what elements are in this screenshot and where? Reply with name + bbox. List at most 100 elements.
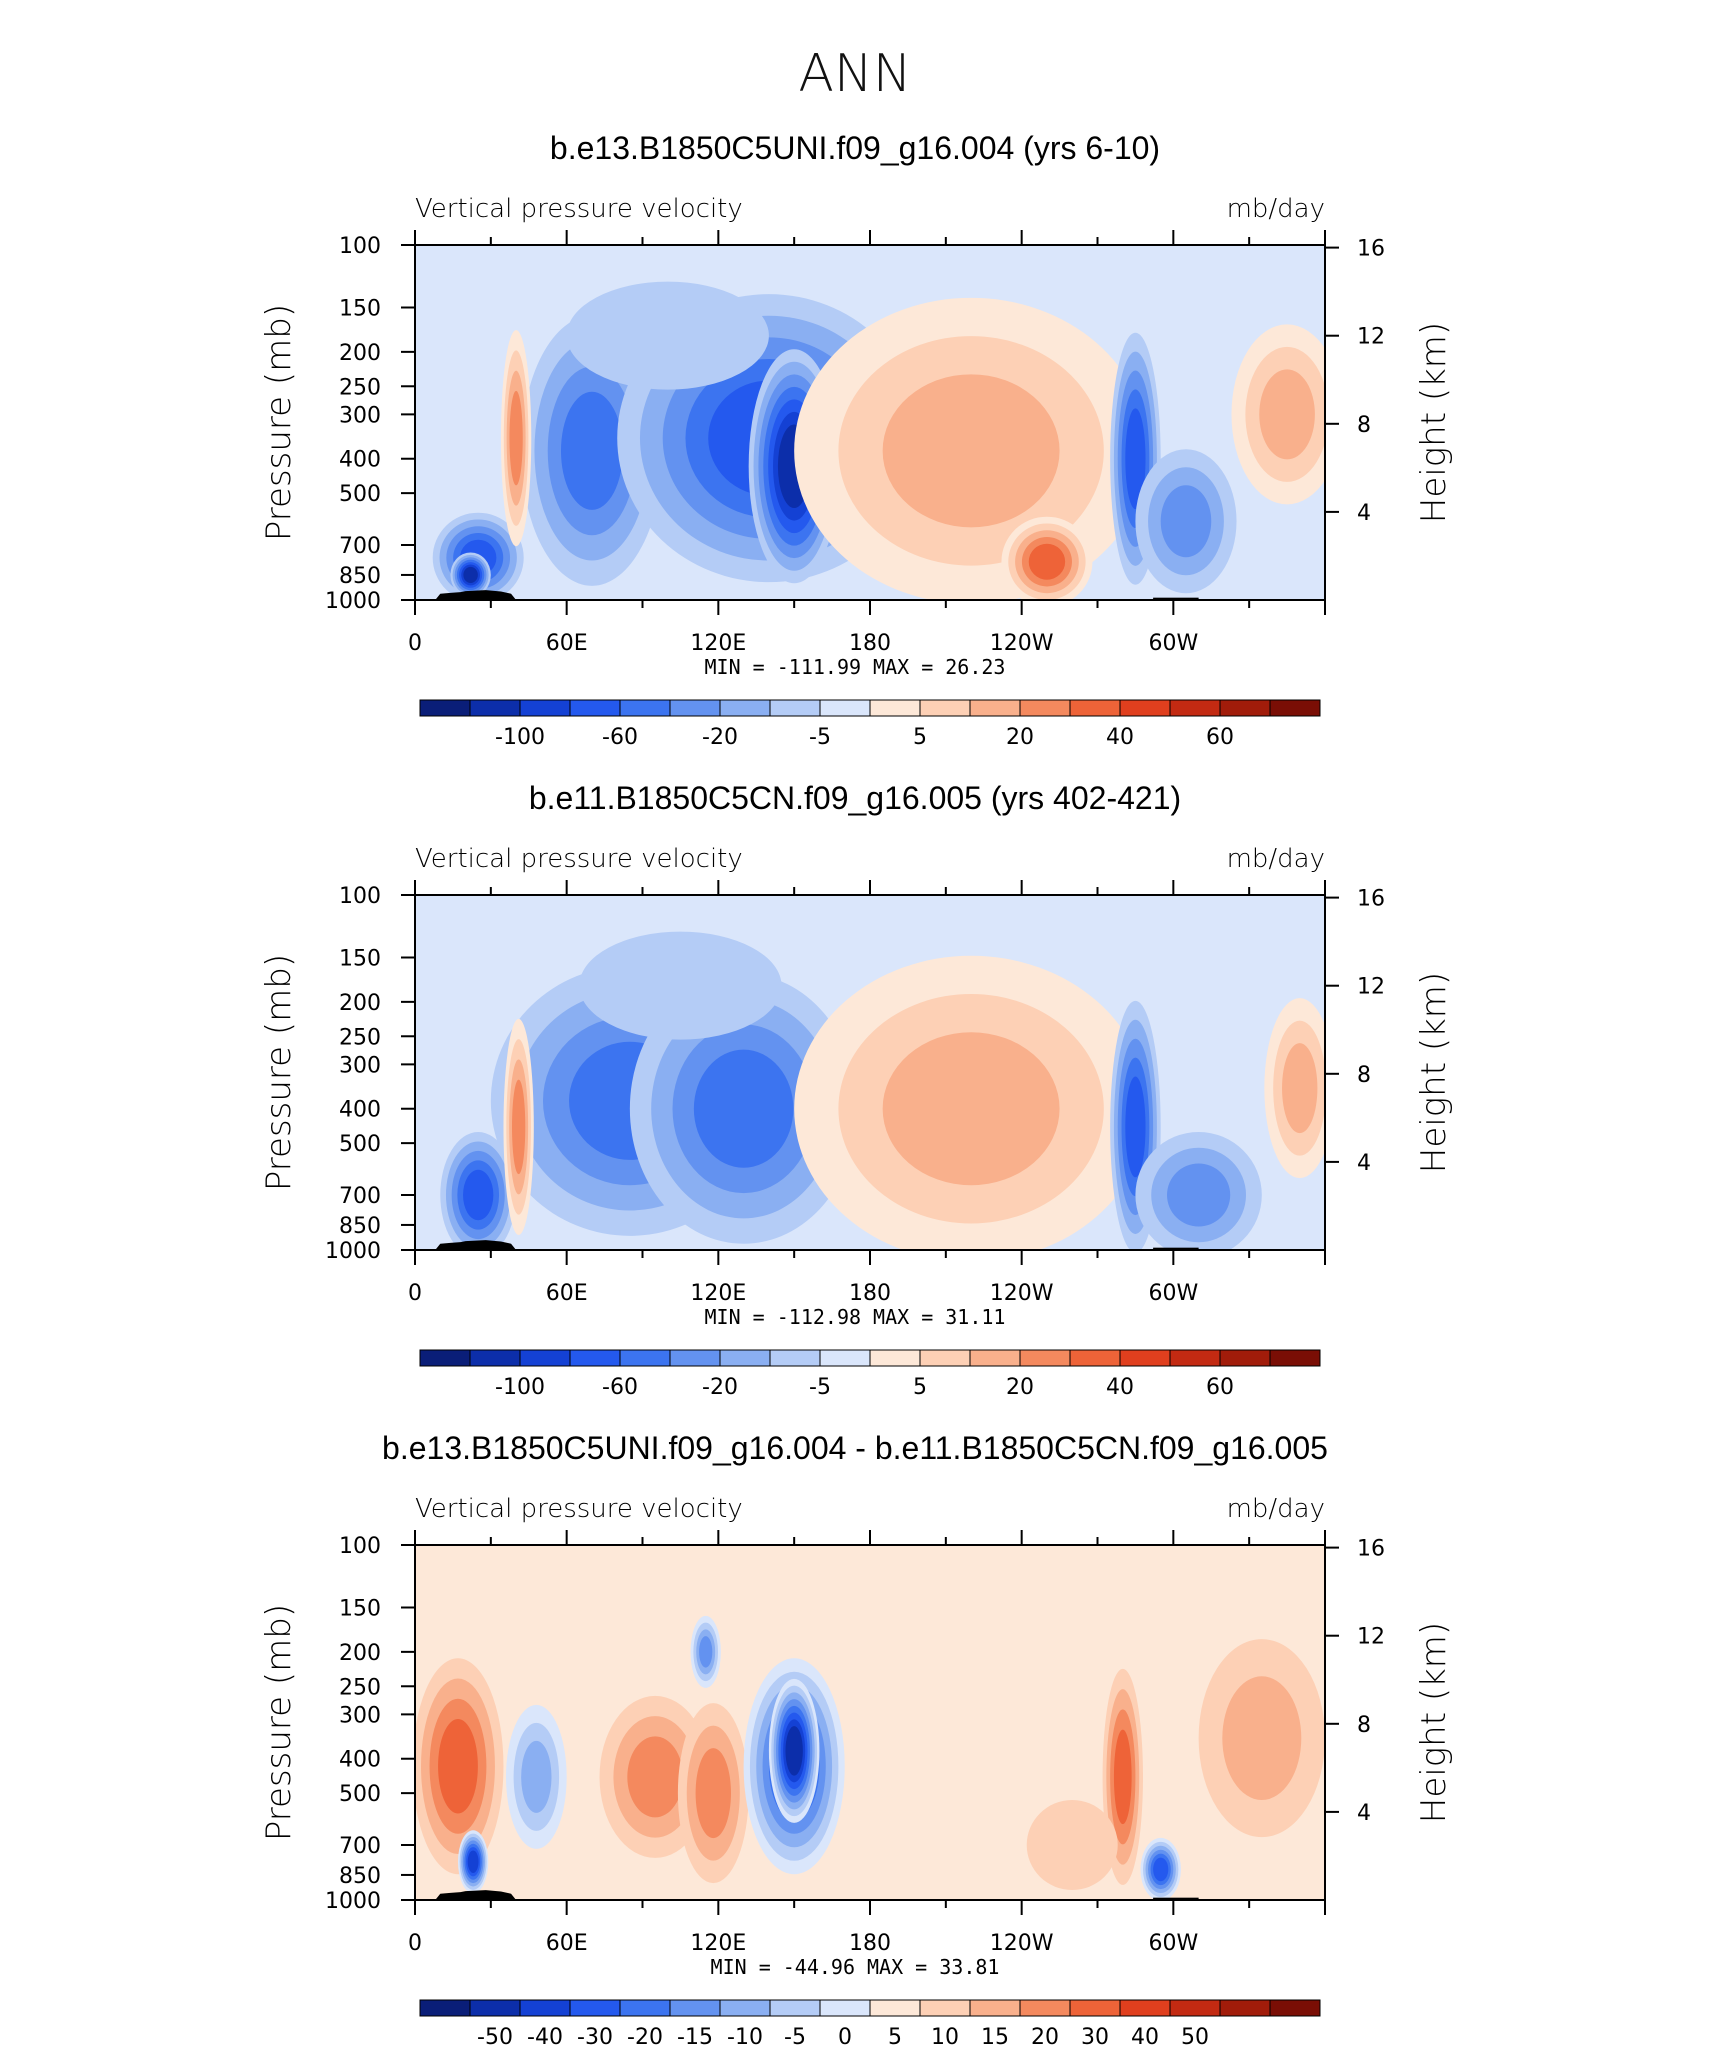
colorbar-swatch	[769, 1349, 821, 1367]
topography-mask	[435, 1890, 517, 1900]
x-tick-label: 60E	[546, 631, 588, 656]
contour-region	[627, 1736, 683, 1818]
colorbar-swatch	[1269, 1349, 1321, 1367]
min-max-readout: MIN = -44.96 MAX = 33.81	[0, 1955, 1710, 1979]
min-max-readout: MIN = -111.99 MAX = 26.23	[0, 655, 1710, 679]
colorbar-swatch	[919, 699, 971, 717]
panel-plot: Vertical pressure velocity mb/day 0 60E 120E…	[259, 844, 1454, 1400]
x-tick-label: 180	[849, 1931, 891, 1956]
subtitle-right: mb/day	[1227, 194, 1325, 224]
colorbar-swatch	[569, 1999, 621, 2017]
contour-region	[1259, 369, 1315, 460]
subtitle-left: Vertical pressure velocity	[415, 844, 743, 874]
contour-field	[415, 245, 1325, 600]
panel-plot: Vertical pressure velocity mb/day 0 60E 120E…	[259, 1494, 1454, 2050]
contour-region	[579, 931, 782, 1040]
max-label: MAX =	[873, 655, 934, 679]
min-value: -44.96	[782, 1955, 856, 1979]
topography-mask	[435, 1240, 517, 1250]
contour-region	[463, 566, 478, 583]
colorbar-label: -60	[602, 1375, 638, 1400]
colorbar-swatch	[419, 1349, 471, 1367]
contour-field	[415, 1545, 1325, 1900]
colorbar-label: 60	[1206, 1375, 1234, 1400]
x-tick-label: 120E	[690, 631, 746, 656]
y-tick-label: 850	[339, 1214, 381, 1239]
y-right-tick-label: 12	[1357, 325, 1385, 350]
colorbar-label: -100	[495, 725, 545, 750]
contour-region	[693, 1049, 794, 1168]
contour-region	[521, 1740, 552, 1813]
colorbar-swatch	[669, 1349, 721, 1367]
colorbar-swatch	[969, 1349, 1021, 1367]
y-tick-label: 500	[339, 1132, 381, 1157]
y-tick-label: 500	[339, 482, 381, 507]
colorbar-swatch	[619, 1999, 671, 2017]
y-axis-label: Pressure (mb)	[259, 954, 299, 1191]
colorbar-swatch	[1169, 1999, 1221, 2017]
x-tick-label: 120W	[990, 631, 1054, 656]
panel-title: b.e13.B1850C5UNI.f09_g16.004 (yrs 6-10)	[549, 130, 1161, 166]
contour-region	[512, 1079, 526, 1175]
y-axis-label: Pressure (mb)	[259, 304, 299, 541]
colorbar-label: -100	[495, 1375, 545, 1400]
topography-mask	[1153, 1247, 1199, 1250]
y-axis-label-right: Height (km)	[1414, 322, 1454, 523]
x-tick-label: 180	[849, 1281, 891, 1306]
y-tick-label: 850	[339, 1864, 381, 1889]
y-right-tick-label: 4	[1357, 1801, 1371, 1826]
colorbar-swatch	[569, 1349, 621, 1367]
y-tick-label: 100	[339, 1534, 381, 1559]
colorbar-swatch	[619, 699, 671, 717]
contour-region	[1113, 1729, 1132, 1825]
colorbar-swatch	[519, 1349, 571, 1367]
colorbar-swatch	[869, 1349, 921, 1367]
colorbar-swatch	[1219, 1999, 1271, 2017]
colorbar-swatch	[819, 1999, 871, 2017]
colorbar-swatch	[719, 699, 771, 717]
contour-region	[695, 1748, 731, 1839]
y-tick-label: 200	[339, 991, 381, 1016]
contour-region	[699, 1636, 713, 1668]
x-tick-label: 60W	[1148, 1931, 1198, 1956]
y-tick-label: 150	[339, 1597, 381, 1622]
colorbar-label: -60	[602, 725, 638, 750]
subtitle-left: Vertical pressure velocity	[415, 194, 743, 224]
y-tick-label: 100	[339, 884, 381, 909]
y-tick-label: 250	[339, 375, 381, 400]
max-value: 31.11	[945, 1305, 1006, 1329]
min-value: -112.98	[776, 1305, 862, 1329]
colorbar-swatch	[1269, 699, 1321, 717]
colorbar-swatch	[469, 1349, 521, 1367]
colorbar-swatch	[519, 1999, 571, 2017]
y-right-tick-label: 8	[1357, 1713, 1371, 1738]
y-tick-label: 200	[339, 341, 381, 366]
y-tick-label: 300	[339, 1053, 381, 1078]
colorbar-label: -20	[702, 1375, 738, 1400]
colorbar-swatch	[669, 699, 721, 717]
contour-region	[560, 391, 623, 510]
colorbar-label: 5	[913, 1375, 927, 1400]
colorbar-swatch	[819, 699, 871, 717]
topography-mask	[1153, 1897, 1199, 1900]
colorbar-swatch	[1019, 1999, 1071, 2017]
contour-region	[1153, 1857, 1169, 1882]
contour-region	[882, 374, 1060, 528]
y-right-tick-label: 8	[1357, 1063, 1371, 1088]
field-background	[415, 1545, 1325, 1900]
subtitle-right: mb/day	[1227, 1494, 1325, 1524]
x-tick-label: 0	[408, 1281, 422, 1306]
contour-region	[467, 1850, 479, 1873]
colorbar-swatch	[1069, 699, 1121, 717]
max-label: MAX =	[867, 1955, 928, 1979]
y-tick-label: 1000	[325, 1889, 381, 1914]
colorbar-swatch	[1169, 699, 1221, 717]
y-tick-label: 850	[339, 564, 381, 589]
x-tick-label: 120E	[690, 1931, 746, 1956]
y-axis-label-right: Height (km)	[1414, 1622, 1454, 1823]
y-right-tick-label: 4	[1357, 501, 1371, 526]
colorbar-swatch	[719, 1349, 771, 1367]
y-right-tick-label: 16	[1357, 237, 1385, 262]
colorbar-swatch	[519, 699, 571, 717]
y-tick-label: 150	[339, 947, 381, 972]
